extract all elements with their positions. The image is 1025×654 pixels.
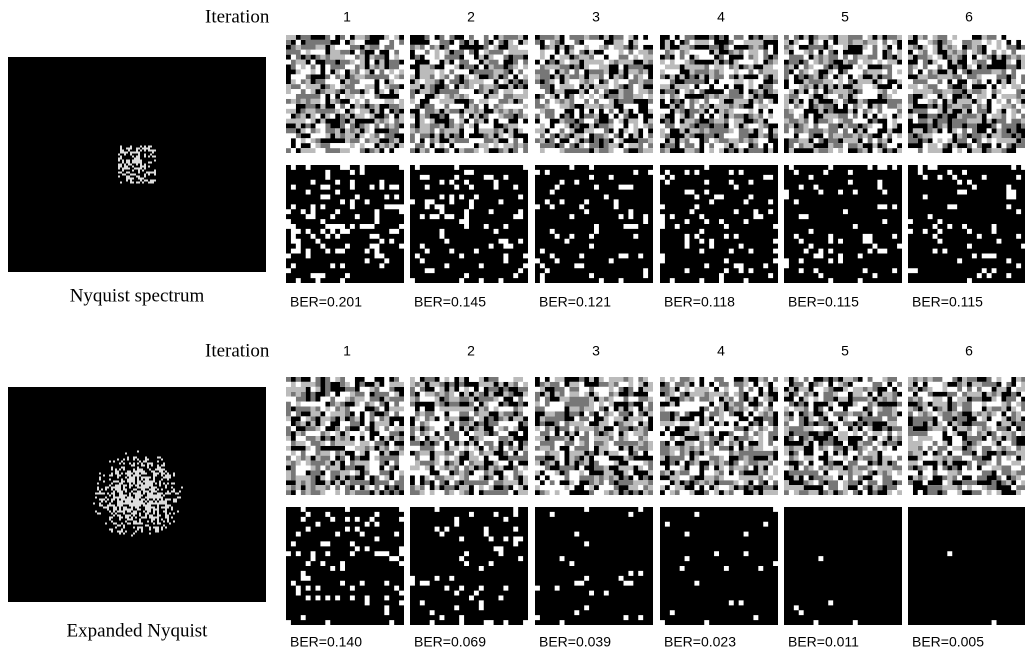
ber-label: BER=0.039 <box>539 634 611 650</box>
iteration-number: 4 <box>717 9 725 25</box>
ber-label: BER=0.121 <box>539 294 611 310</box>
ber-label: BER=0.011 <box>788 634 859 650</box>
panel-label: Nyquist spectrum <box>70 285 205 306</box>
panel-label: Expanded Nyquist <box>67 620 209 641</box>
error-map-bg <box>535 507 653 625</box>
iteration-number: 1 <box>343 343 351 359</box>
iteration-number: 1 <box>343 9 351 25</box>
ber-label: BER=0.118 <box>664 294 735 310</box>
iteration-label: Iteration <box>205 6 270 27</box>
error-map-bg <box>908 507 1025 625</box>
error-map-bg <box>784 507 902 625</box>
ber-label: BER=0.069 <box>414 634 486 650</box>
ber-label: BER=0.115 <box>912 294 983 310</box>
iteration-number: 2 <box>467 9 475 25</box>
ber-label: BER=0.145 <box>414 294 486 310</box>
ber-label: BER=0.023 <box>664 634 736 650</box>
ber-label: BER=0.140 <box>290 634 362 650</box>
iteration-number: 5 <box>841 9 849 25</box>
iteration-label: Iteration <box>205 340 270 361</box>
iteration-number: 6 <box>965 343 973 359</box>
iteration-number: 6 <box>965 9 973 25</box>
iteration-number: 5 <box>841 343 849 359</box>
iteration-number: 2 <box>467 343 475 359</box>
ber-label: BER=0.115 <box>788 294 859 310</box>
iteration-number: 4 <box>717 343 725 359</box>
iteration-number: 3 <box>592 343 600 359</box>
ber-label: BER=0.201 <box>290 294 362 310</box>
figure: Nyquist spectrum Iteration 1 BER=0.201 2 BER=… <box>0 0 1025 654</box>
ber-label: BER=0.005 <box>912 634 984 650</box>
iteration-number: 3 <box>592 9 600 25</box>
